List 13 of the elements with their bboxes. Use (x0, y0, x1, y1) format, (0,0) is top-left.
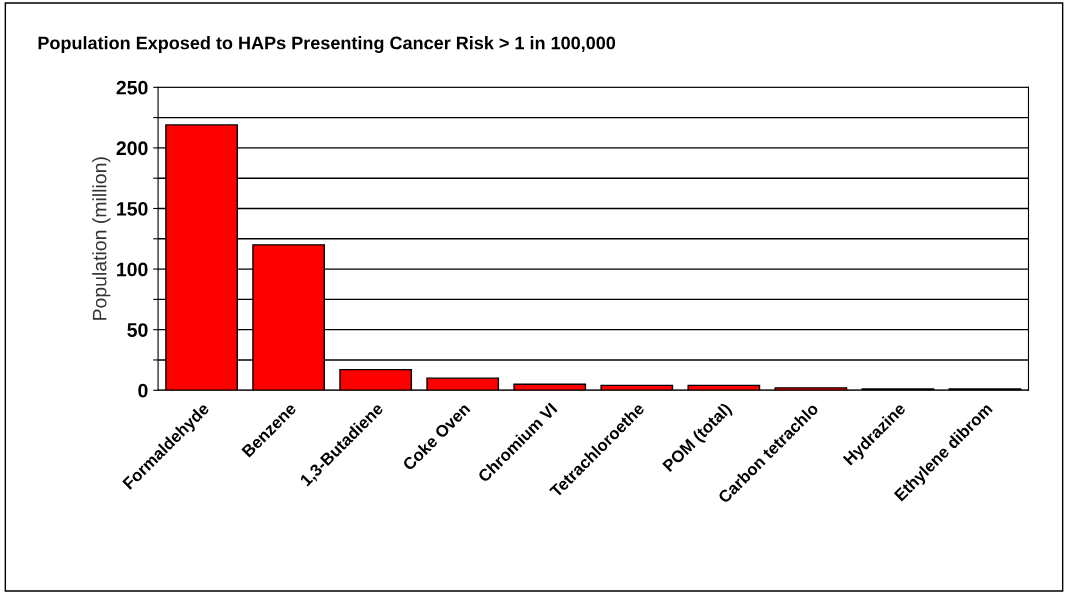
y-tick-label: 200 (116, 141, 148, 156)
y-tick-label: 0 (138, 383, 148, 398)
bar (687, 384, 761, 391)
chart-title: Population Exposed to HAPs Presenting Cancer Risk > 1 in 100,000 (38, 36, 616, 54)
y-tick-label: 250 (116, 80, 148, 95)
y-tick-label: 50 (127, 323, 148, 337)
y-tick-label: 150 (117, 201, 148, 216)
y-tick-label: 100 (117, 262, 148, 277)
bar (426, 377, 500, 391)
bar (339, 368, 413, 391)
y-axis-title: Population (million) (92, 157, 111, 320)
bar (600, 384, 674, 391)
bar (774, 387, 848, 391)
